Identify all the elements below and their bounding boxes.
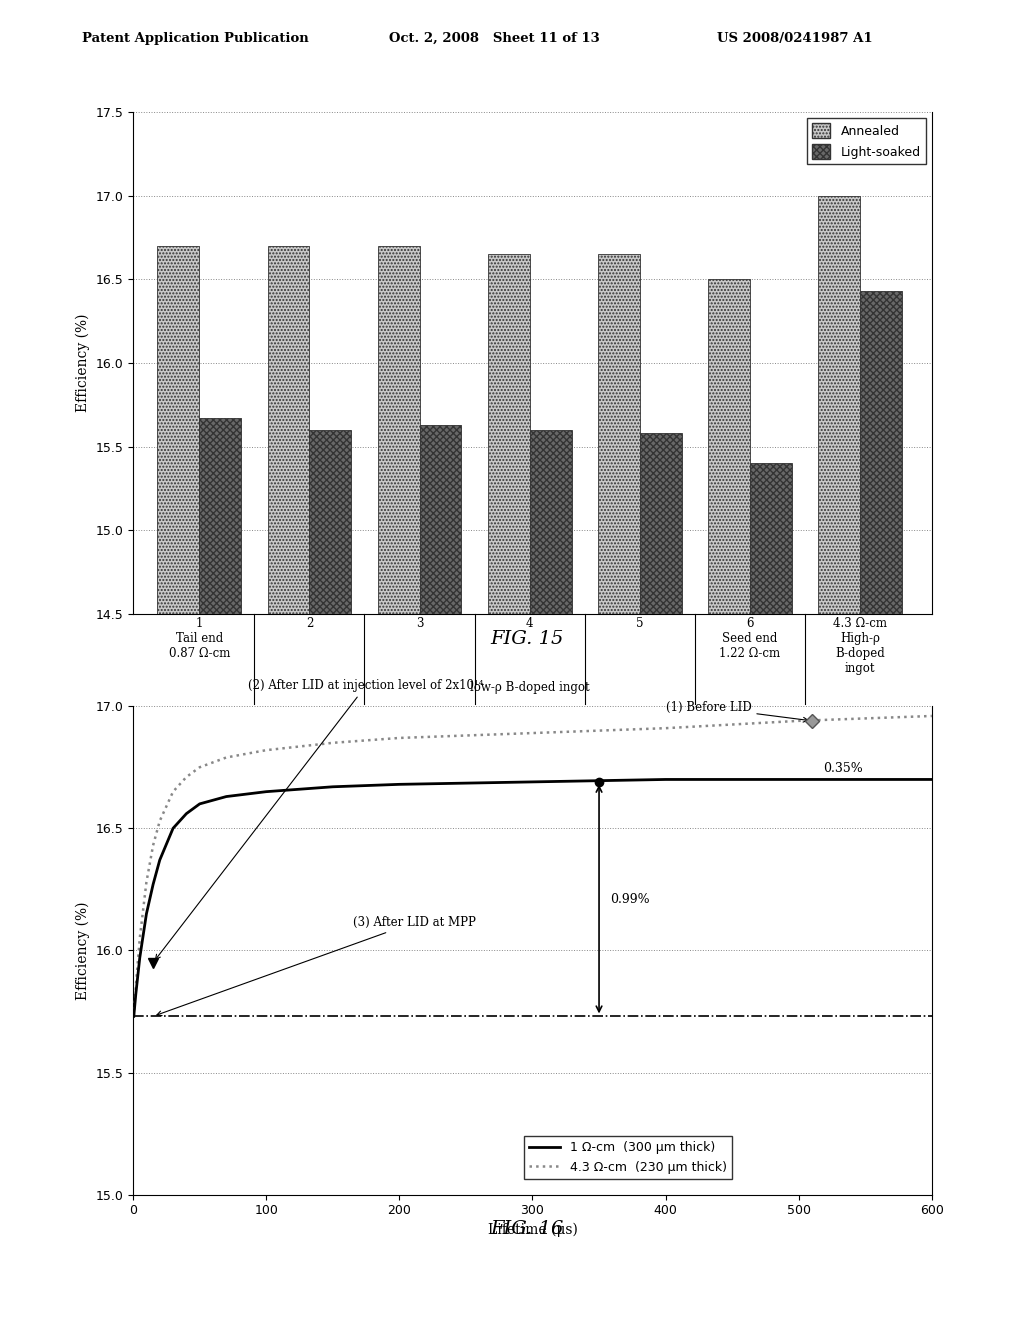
- Bar: [709, 280, 750, 1320]
- Bar: [487, 255, 529, 1320]
- Legend: 1 Ω-cm  (300 μm thick), 4.3 Ω-cm  (230 μm thick): 1 Ω-cm (300 μm thick), 4.3 Ω-cm (230 μm …: [524, 1137, 732, 1179]
- Text: Oct. 2, 2008   Sheet 11 of 13: Oct. 2, 2008 Sheet 11 of 13: [389, 32, 600, 45]
- Text: FIG. 16: FIG. 16: [490, 1220, 564, 1238]
- Bar: [309, 430, 351, 1320]
- Text: FIG. 15: FIG. 15: [490, 630, 564, 648]
- Text: 6
Seed end
1.22 Ω-cm: 6 Seed end 1.22 Ω-cm: [720, 618, 780, 660]
- Text: Patent Application Publication: Patent Application Publication: [82, 32, 308, 45]
- Text: low-ρ B-doped ingot: low-ρ B-doped ingot: [470, 681, 590, 694]
- Y-axis label: Efficiency (%): Efficiency (%): [76, 314, 90, 412]
- Bar: [750, 463, 792, 1320]
- Text: 2: 2: [306, 618, 313, 630]
- Bar: [818, 195, 860, 1320]
- Text: 5: 5: [636, 618, 644, 630]
- Legend: Annealed, Light-soaked: Annealed, Light-soaked: [807, 119, 926, 164]
- Y-axis label: Efficiency (%): Efficiency (%): [76, 902, 90, 999]
- Bar: [640, 433, 682, 1320]
- Text: 3: 3: [416, 618, 423, 630]
- Bar: [598, 255, 640, 1320]
- Bar: [200, 418, 241, 1320]
- Text: 0.99%: 0.99%: [609, 892, 649, 906]
- Bar: [378, 246, 420, 1320]
- Bar: [267, 246, 309, 1320]
- Text: 4.3 Ω-cm
High-ρ
B-doped
ingot: 4.3 Ω-cm High-ρ B-doped ingot: [834, 618, 887, 675]
- Text: (3) After LID at MPP: (3) After LID at MPP: [157, 916, 475, 1015]
- Bar: [158, 246, 200, 1320]
- X-axis label: Lifetime (μs): Lifetime (μs): [487, 1222, 578, 1237]
- Text: (1) Before LID: (1) Before LID: [666, 701, 808, 722]
- Bar: [529, 430, 571, 1320]
- Text: 1
Tail end
0.87 Ω-cm: 1 Tail end 0.87 Ω-cm: [169, 618, 230, 660]
- Text: (2) After LID at injection level of 2x10¹⁴: (2) After LID at injection level of 2x10…: [156, 678, 483, 960]
- Bar: [860, 292, 902, 1320]
- Bar: [420, 425, 462, 1320]
- Text: 0.35%: 0.35%: [822, 762, 862, 775]
- Text: US 2008/0241987 A1: US 2008/0241987 A1: [717, 32, 872, 45]
- Text: 4: 4: [526, 618, 534, 630]
